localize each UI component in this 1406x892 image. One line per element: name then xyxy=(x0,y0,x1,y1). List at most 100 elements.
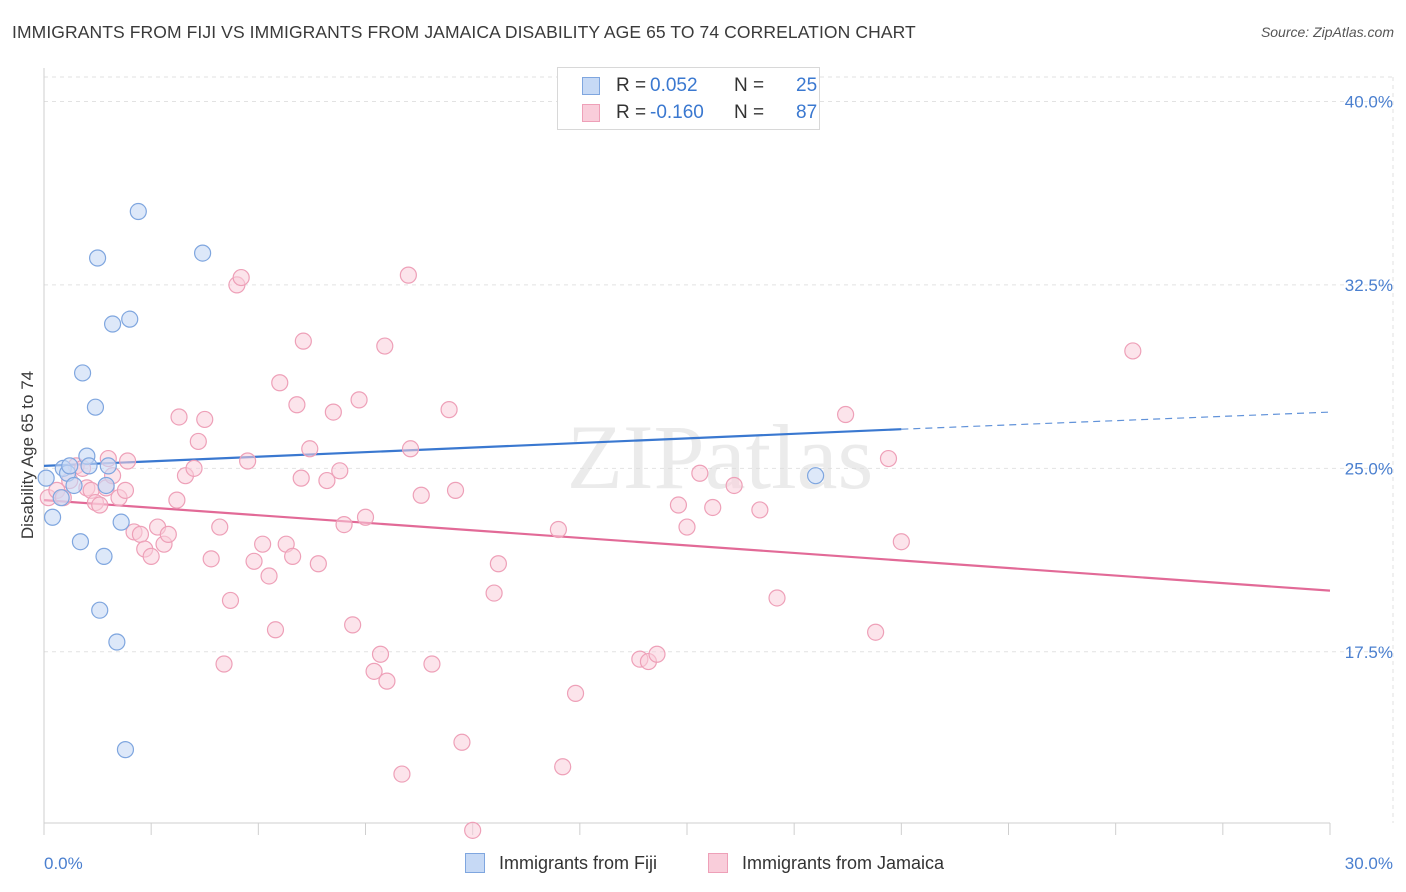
jamaica-point xyxy=(768,589,786,607)
jamaica-point xyxy=(423,655,441,673)
jamaica-point xyxy=(725,476,743,495)
fiji-swatch xyxy=(582,77,600,95)
y-tick-label: 17.5% xyxy=(1345,643,1393,662)
chart-title: IMMIGRANTS FROM FIJI VS IMMIGRANTS FROM … xyxy=(12,22,916,42)
y-tick-label: 40.0% xyxy=(1345,92,1393,111)
jamaica-r-value: -0.160 xyxy=(650,102,704,123)
jamaica-point xyxy=(378,672,396,690)
jamaica-point xyxy=(91,496,109,514)
fiji-point xyxy=(65,476,83,495)
jamaica-point xyxy=(393,765,411,783)
trend-lines xyxy=(43,411,1331,592)
jamaica-point xyxy=(202,550,220,568)
jamaica-point xyxy=(292,469,310,487)
jamaica-legend-swatch xyxy=(708,853,728,873)
jamaica-r-label: R = xyxy=(616,102,647,123)
jamaica-point xyxy=(371,645,390,663)
fiji-point xyxy=(194,244,212,262)
jamaica-n-label: N = xyxy=(734,102,765,123)
jamaica-point xyxy=(350,391,368,409)
y-axis-label: Disability Age 65 to 74 xyxy=(18,371,37,539)
fiji-point xyxy=(129,202,147,221)
jamaica-point xyxy=(549,520,568,539)
jamaica-point xyxy=(1124,342,1142,360)
fiji-legend-label: Immigrants from Fiji xyxy=(499,853,658,873)
jamaica-point xyxy=(464,821,482,839)
jamaica-point xyxy=(309,555,327,573)
fiji-point xyxy=(121,310,139,328)
jamaica-point xyxy=(271,374,289,392)
jamaica-point xyxy=(168,491,186,509)
jamaica-point xyxy=(159,525,177,543)
fiji-trend-extension xyxy=(901,411,1331,430)
jamaica-point xyxy=(116,481,135,499)
fiji-trend-line xyxy=(43,428,902,467)
jamaica-point xyxy=(669,496,688,514)
jamaica-n-value: 87 xyxy=(796,102,818,123)
y-tick-label: 32.5% xyxy=(1345,276,1393,295)
jamaica-point xyxy=(301,440,319,458)
fiji-point xyxy=(97,476,115,495)
jamaica-point xyxy=(412,486,430,504)
jamaica-point xyxy=(879,449,898,468)
fiji-point xyxy=(116,741,135,759)
jamaica-point xyxy=(118,452,137,470)
jamaica-point xyxy=(331,462,349,480)
jamaica-point xyxy=(215,655,233,673)
jamaica-point xyxy=(189,432,207,451)
jamaica-point xyxy=(324,403,342,421)
jamaica-point xyxy=(440,401,458,419)
jamaica-point xyxy=(648,645,666,663)
jamaica-point xyxy=(318,471,336,490)
fiji-point xyxy=(37,469,55,487)
jamaica-legend-label: Immigrants from Jamaica xyxy=(742,853,945,873)
jamaica-point xyxy=(170,408,188,426)
fiji-n-value: 25 xyxy=(796,75,818,96)
stats-legend: R = 0.052 N = 25 R = -0.160 N = 87 xyxy=(557,67,820,130)
jamaica-point xyxy=(892,533,910,551)
jamaica-swatch xyxy=(582,104,600,122)
fiji-point xyxy=(73,364,92,382)
jamaica-point xyxy=(365,662,383,680)
jamaica-point xyxy=(288,396,306,414)
jamaica-point xyxy=(678,518,696,536)
jamaica-point xyxy=(751,501,769,519)
jamaica-point xyxy=(294,332,312,350)
fiji-r-label: R = xyxy=(616,75,647,96)
jamaica-point xyxy=(554,758,572,776)
jamaica-point xyxy=(131,525,150,543)
jamaica-point xyxy=(867,623,885,641)
fiji-point xyxy=(806,467,825,485)
jamaica-point xyxy=(196,410,214,429)
fiji-n-label: N = xyxy=(734,75,765,96)
jamaica-point xyxy=(837,405,855,424)
jamaica-trend-line xyxy=(43,499,1331,592)
jamaica-point xyxy=(260,567,278,585)
jamaica-point xyxy=(356,508,375,526)
fiji-point xyxy=(80,457,98,475)
fiji-point xyxy=(43,508,62,526)
jamaica-point xyxy=(221,591,240,610)
jamaica-point xyxy=(335,515,353,534)
jamaica-point xyxy=(344,616,362,634)
jamaica-point xyxy=(399,266,417,284)
jamaica-point xyxy=(232,268,250,287)
fiji-point xyxy=(71,533,90,551)
jamaica-point xyxy=(239,452,257,470)
fiji-point xyxy=(88,249,107,267)
jamaica-point xyxy=(185,459,203,477)
jamaica-point xyxy=(401,440,420,458)
fiji-point xyxy=(112,513,130,531)
jamaica-point xyxy=(245,552,263,570)
fiji-point xyxy=(86,398,105,416)
x-tick-label-start: 0.0% xyxy=(44,854,83,873)
fiji-point xyxy=(108,633,126,651)
jamaica-point xyxy=(254,535,272,553)
watermark: ZIPatlas xyxy=(567,406,874,508)
jamaica-point xyxy=(704,498,722,517)
jamaica-point xyxy=(142,547,160,565)
data-points xyxy=(37,202,1142,839)
jamaica-point xyxy=(284,547,302,565)
fiji-point xyxy=(99,457,117,475)
